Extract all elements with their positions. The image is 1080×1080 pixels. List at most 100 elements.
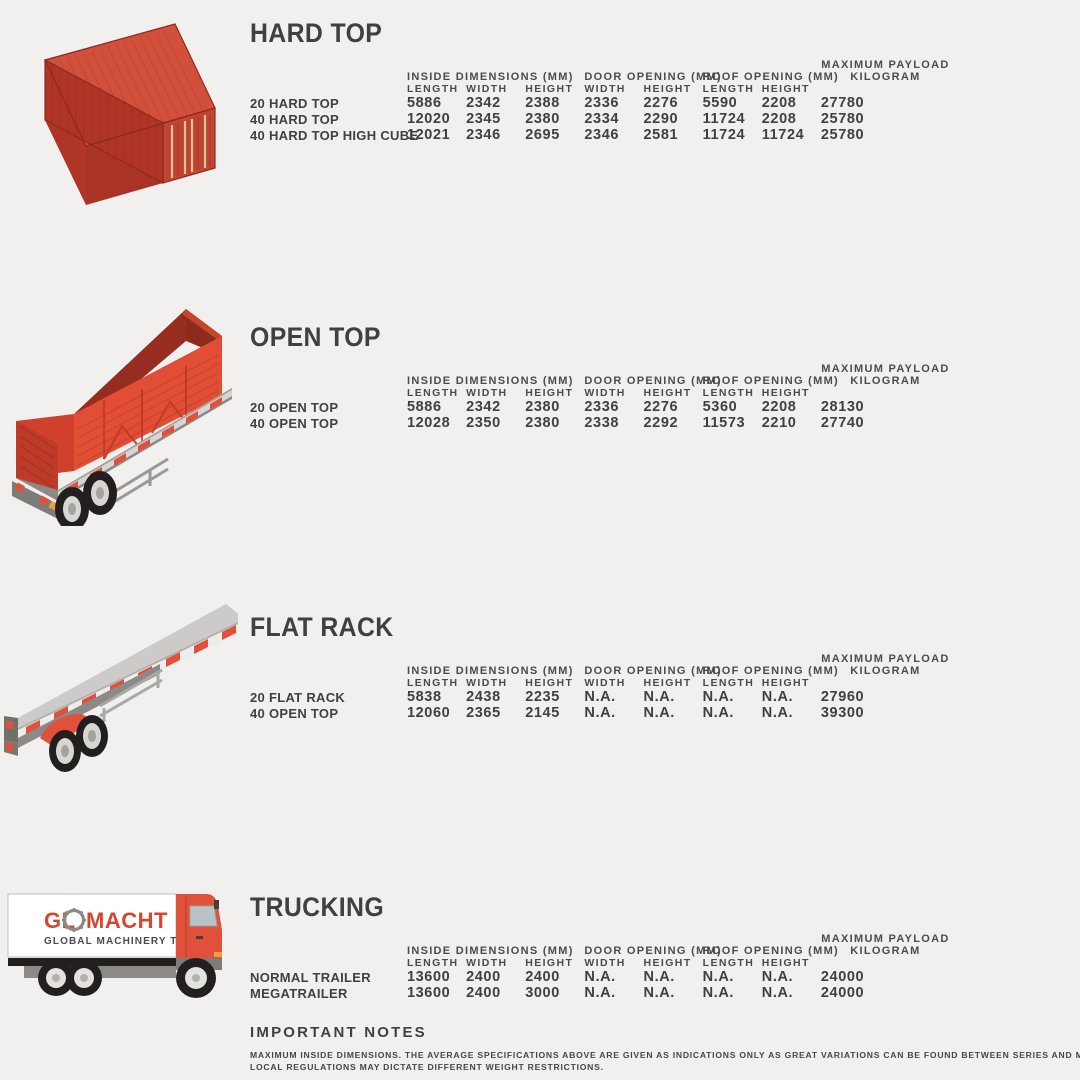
- sub-header-door-height: HEIGHT: [643, 677, 692, 689]
- sub-header-door-height: HEIGHT: [643, 387, 692, 399]
- sub-header-roof-length: LENGTH: [702, 677, 755, 689]
- table-row: 20 OPEN TOP 5886 2342 2380 2336 2276 536…: [250, 399, 950, 415]
- notes-line-1: MAXIMUM INSIDE DIMENSIONS. THE AVERAGE S…: [250, 1050, 1080, 1060]
- section-title-flat-rack: FLAT RACK: [250, 612, 394, 642]
- table-group-header-row: INSIDE DIMENSIONS (MM) DOOR OPENING (MM)…: [250, 363, 950, 387]
- cell-payload: 28130: [820, 399, 865, 415]
- open-top-trailer-icon: [12, 309, 232, 526]
- cell-inside-length: 12060: [406, 705, 451, 721]
- table-group-header-row: INSIDE DIMENSIONS (MM) DOOR OPENING (MM)…: [250, 59, 950, 83]
- group-header-door: DOOR OPENING (MM): [584, 71, 722, 83]
- spacer-cell: [250, 933, 407, 957]
- payload-title: MAXIMUM PAYLOAD: [821, 653, 950, 665]
- trailer-wheels: [55, 471, 117, 526]
- group-header-roof: ROOF OPENING (MM): [702, 71, 840, 83]
- group-header-payload: MAXIMUM PAYLOAD KILOGRAM: [821, 59, 950, 83]
- sub-header-door-width: WIDTH: [584, 387, 626, 399]
- table-row: NORMAL TRAILER 13600 2400 2400 N.A. N.A.…: [250, 969, 950, 985]
- cell-door-height: N.A.: [643, 969, 675, 985]
- cell-inside-width: 2342: [466, 95, 501, 111]
- group-header-door: DOOR OPENING (MM): [584, 665, 722, 677]
- open-top-table: INSIDE DIMENSIONS (MM) DOOR OPENING (MM)…: [250, 363, 950, 431]
- cell-door-height: N.A.: [643, 689, 675, 705]
- cell-door-width: N.A.: [584, 969, 616, 985]
- gear-icon: [62, 908, 86, 932]
- table-sub-header-row: LENGTH WIDTH HEIGHT WIDTH HEIGHT LENGTH …: [250, 677, 950, 689]
- row-label: 40 HARD TOP: [250, 112, 340, 127]
- cell-roof-height: 2208: [761, 95, 797, 111]
- table-sub-header-row: LENGTH WIDTH HEIGHT WIDTH HEIGHT LENGTH …: [250, 387, 950, 399]
- box-truck-illustration: GL: [0, 874, 250, 1019]
- row-label: 40 OPEN TOP: [250, 706, 339, 721]
- spacer-cell: [821, 957, 950, 969]
- cell-roof-length: 11724: [702, 111, 746, 127]
- cell-roof-height: N.A.: [761, 969, 794, 985]
- payload-unit: KILOGRAM: [850, 945, 921, 957]
- sub-header-inside-length: LENGTH: [406, 957, 459, 969]
- notes-title: IMPORTANT NOTES: [250, 1024, 427, 1041]
- sub-header-roof-height: HEIGHT: [761, 677, 810, 689]
- truck-logo: GL: [44, 908, 217, 947]
- open-top-trailer-illustration: [0, 296, 250, 526]
- cell-door-width: 2346: [584, 127, 620, 143]
- group-header-roof: ROOF OPENING (MM): [702, 945, 840, 957]
- flat-rack-trailer-illustration: [0, 588, 250, 788]
- spacer-cell: [250, 387, 407, 399]
- cell-inside-height: 3000: [525, 985, 560, 1001]
- cell-payload: 24000: [820, 969, 865, 985]
- cell-inside-height: 2388: [525, 95, 560, 111]
- group-header-door: DOOR OPENING (MM): [584, 375, 722, 387]
- cell-payload: 25780: [820, 127, 865, 143]
- row-label: MEGATRAILER: [250, 986, 348, 1001]
- sub-header-door-height: HEIGHT: [643, 83, 692, 95]
- section-title-open-top: OPEN TOP: [250, 322, 381, 352]
- shipping-container-icon: [44, 23, 216, 205]
- cell-roof-length: N.A.: [702, 689, 735, 705]
- cell-roof-length: 5360: [702, 399, 738, 415]
- notes-line-2: LOCAL REGULATIONS MAY DICTATE DIFFERENT …: [250, 1062, 604, 1073]
- cell-inside-width: 2342: [466, 399, 501, 415]
- cell-payload: 24000: [820, 985, 865, 1001]
- cell-roof-length: 11724: [702, 127, 746, 143]
- cell-roof-height: 2210: [761, 415, 797, 431]
- cell-door-width: 2338: [584, 415, 620, 431]
- sub-header-door-width: WIDTH: [584, 677, 626, 689]
- sub-header-inside-length: LENGTH: [406, 83, 459, 95]
- sub-header-inside-height: HEIGHT: [525, 83, 574, 95]
- trucking-table: INSIDE DIMENSIONS (MM) DOOR OPENING (MM)…: [250, 933, 950, 1001]
- table-group-header-row: INSIDE DIMENSIONS (MM) DOOR OPENING (MM)…: [250, 653, 950, 677]
- table-row: 20 FLAT RACK 5838 2438 2235 N.A. N.A. N.…: [250, 689, 950, 705]
- spacer-cell: [250, 653, 407, 677]
- group-header-door: DOOR OPENING (MM): [584, 945, 722, 957]
- cell-payload: 27960: [820, 689, 865, 705]
- sub-header-roof-height: HEIGHT: [761, 387, 810, 399]
- truck-wheels: [38, 958, 216, 998]
- flatrack-wheels: [49, 715, 108, 772]
- sub-header-door-height: HEIGHT: [643, 957, 692, 969]
- cell-door-height: 2290: [643, 111, 679, 127]
- table-row: MEGATRAILER 13600 2400 3000 N.A. N.A. N.…: [250, 985, 950, 1001]
- row-label: 20 HARD TOP: [250, 96, 340, 111]
- payload-unit: KILOGRAM: [850, 71, 921, 83]
- cell-door-width: N.A.: [584, 705, 616, 721]
- payload-unit: KILOGRAM: [850, 375, 921, 387]
- cell-inside-width: 2365: [466, 705, 501, 721]
- sub-header-inside-height: HEIGHT: [525, 677, 574, 689]
- sub-header-roof-length: LENGTH: [702, 83, 755, 95]
- cell-roof-height: N.A.: [761, 985, 794, 1001]
- cell-door-width: N.A.: [584, 689, 616, 705]
- logo-word-part2: MACHT: [86, 908, 168, 933]
- sub-header-inside-height: HEIGHT: [525, 957, 574, 969]
- sub-header-roof-length: LENGTH: [702, 387, 755, 399]
- table-sub-header-row: LENGTH WIDTH HEIGHT WIDTH HEIGHT LENGTH …: [250, 957, 950, 969]
- sub-header-inside-height: HEIGHT: [525, 387, 574, 399]
- spacer-cell: [821, 83, 950, 95]
- sub-header-door-width: WIDTH: [584, 957, 626, 969]
- section-title-trucking: TRUCKING: [250, 892, 385, 922]
- flat-rack-trailer-icon: [4, 604, 238, 772]
- cell-inside-length: 12021: [406, 127, 451, 143]
- table-row: 20 HARD TOP 5886 2342 2388 2336 2276 559…: [250, 95, 950, 111]
- spacer-cell: [821, 387, 950, 399]
- cell-roof-height: N.A.: [761, 689, 794, 705]
